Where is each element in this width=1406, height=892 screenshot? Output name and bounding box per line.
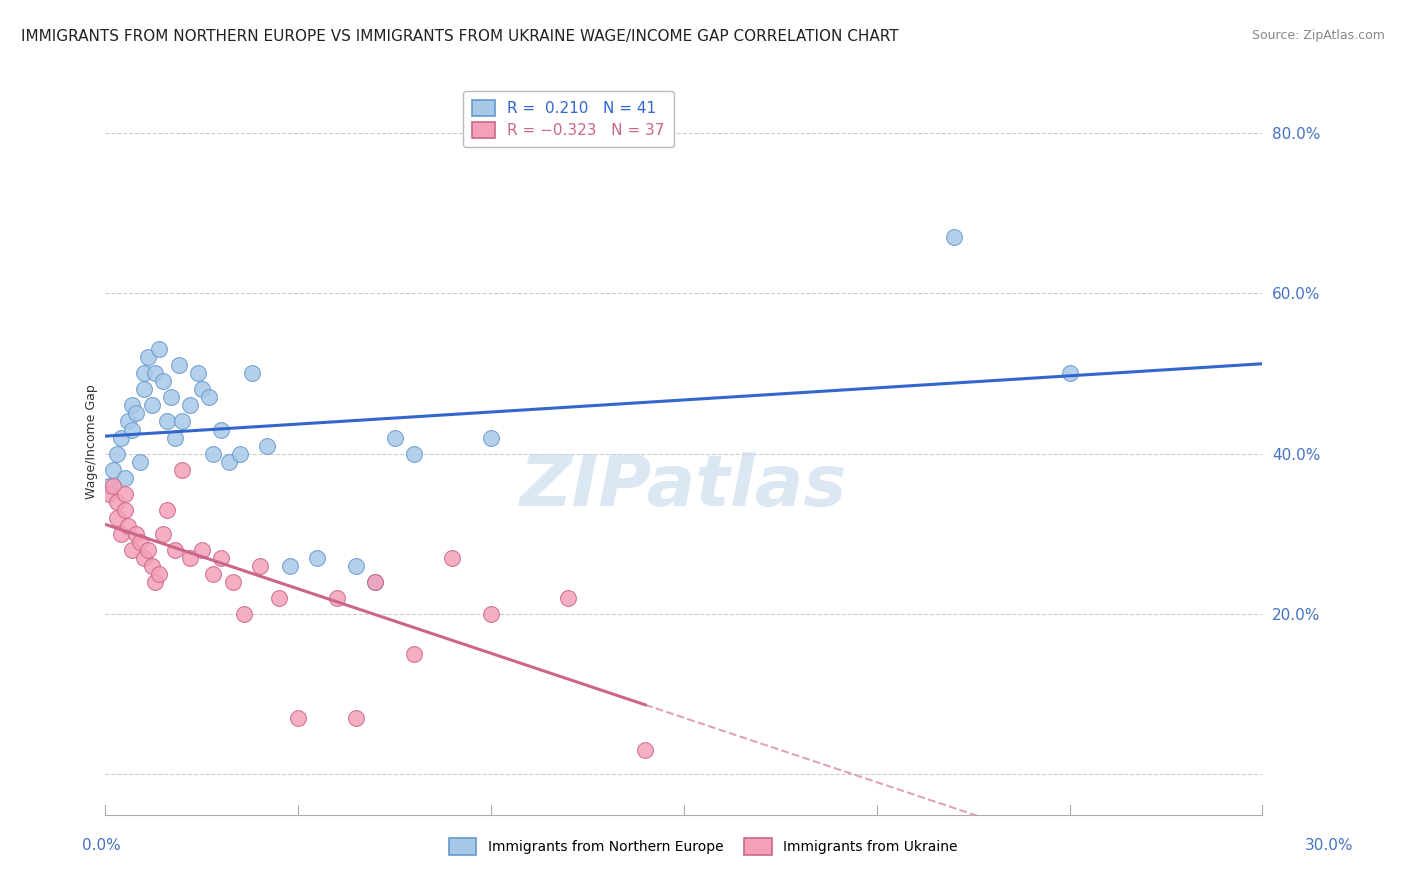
Point xyxy=(172,415,194,429)
Point xyxy=(209,550,232,565)
Point xyxy=(136,351,159,365)
Point xyxy=(1059,367,1081,381)
Point xyxy=(148,566,170,581)
Point xyxy=(202,446,225,460)
Point xyxy=(364,574,387,589)
Point xyxy=(557,591,579,605)
Point xyxy=(172,462,194,476)
Point xyxy=(110,526,132,541)
Point xyxy=(156,502,179,516)
Point xyxy=(148,343,170,357)
Text: 30.0%: 30.0% xyxy=(1305,838,1353,853)
Point xyxy=(98,486,121,500)
Legend: Immigrants from Northern Europe, Immigrants from Ukraine: Immigrants from Northern Europe, Immigra… xyxy=(443,833,963,860)
Point xyxy=(287,711,309,725)
Point xyxy=(105,510,128,524)
Point xyxy=(198,391,221,405)
Point xyxy=(121,399,143,413)
Point xyxy=(125,526,148,541)
Point xyxy=(187,367,209,381)
Point xyxy=(101,462,124,476)
Point xyxy=(202,566,225,581)
Point xyxy=(117,518,139,533)
Point xyxy=(159,391,181,405)
Point xyxy=(240,367,263,381)
Point xyxy=(344,558,367,573)
Point xyxy=(163,542,186,557)
Point xyxy=(163,431,186,445)
Point xyxy=(105,494,128,508)
Point xyxy=(121,423,143,437)
Point xyxy=(145,367,167,381)
Point xyxy=(114,502,136,516)
Point xyxy=(136,542,159,557)
Point xyxy=(267,591,290,605)
Point xyxy=(98,478,121,492)
Point xyxy=(156,415,179,429)
Point xyxy=(110,431,132,445)
Point xyxy=(114,486,136,500)
Point xyxy=(942,230,965,244)
Point xyxy=(129,534,152,549)
Point xyxy=(114,470,136,484)
Point xyxy=(218,454,240,468)
Point xyxy=(249,558,271,573)
Point xyxy=(132,383,155,397)
Point xyxy=(145,574,167,589)
Point xyxy=(325,591,347,605)
Point xyxy=(344,711,367,725)
Text: ZIPatlas: ZIPatlas xyxy=(520,452,848,521)
Point xyxy=(125,407,148,421)
Point xyxy=(634,743,657,757)
Point xyxy=(179,399,201,413)
Point xyxy=(117,415,139,429)
Point xyxy=(121,542,143,557)
Point xyxy=(190,383,212,397)
Point xyxy=(105,446,128,460)
Point xyxy=(209,423,232,437)
Point xyxy=(152,375,174,389)
Point xyxy=(141,558,163,573)
Point xyxy=(256,438,278,452)
Point xyxy=(129,454,152,468)
Legend: R =  0.210   N = 41, R = −0.323   N = 37: R = 0.210 N = 41, R = −0.323 N = 37 xyxy=(463,91,673,147)
Point xyxy=(152,526,174,541)
Point xyxy=(364,574,387,589)
Point xyxy=(384,431,406,445)
Point xyxy=(221,574,243,589)
Point xyxy=(167,359,190,373)
Point xyxy=(190,542,212,557)
Point xyxy=(441,550,464,565)
Point xyxy=(233,607,256,621)
Point xyxy=(280,558,302,573)
Point xyxy=(479,431,502,445)
Text: 0.0%: 0.0% xyxy=(82,838,121,853)
Point xyxy=(307,550,329,565)
Y-axis label: Wage/Income Gap: Wage/Income Gap xyxy=(86,384,98,499)
Text: Source: ZipAtlas.com: Source: ZipAtlas.com xyxy=(1251,29,1385,42)
Point xyxy=(479,607,502,621)
Point xyxy=(132,550,155,565)
Point xyxy=(141,399,163,413)
Point xyxy=(229,446,252,460)
Point xyxy=(179,550,201,565)
Point xyxy=(132,367,155,381)
Point xyxy=(402,446,425,460)
Text: IMMIGRANTS FROM NORTHERN EUROPE VS IMMIGRANTS FROM UKRAINE WAGE/INCOME GAP CORRE: IMMIGRANTS FROM NORTHERN EUROPE VS IMMIG… xyxy=(21,29,898,44)
Point xyxy=(402,647,425,661)
Point xyxy=(101,478,124,492)
